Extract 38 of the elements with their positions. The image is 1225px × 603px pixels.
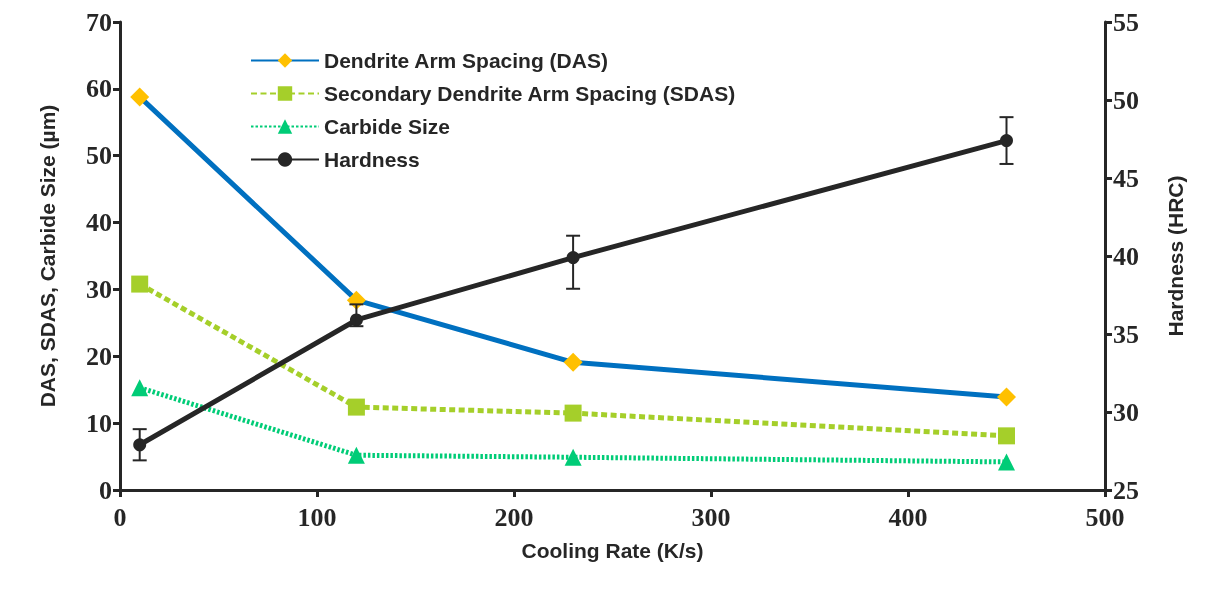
point: [347, 398, 365, 416]
x-axis-title: Cooling Rate (K/s): [521, 539, 704, 562]
y-tick-label: 30: [86, 274, 112, 304]
y2-axis-title: Hardness (HRC): [1164, 175, 1187, 337]
point: [564, 448, 582, 466]
point: [347, 446, 365, 464]
y2-tick-label: 40: [1113, 241, 1139, 271]
x-tick-label: 100: [297, 502, 337, 532]
y-tick-label: 0: [99, 475, 112, 505]
point: [998, 453, 1015, 471]
point: [130, 87, 150, 107]
y-tick-label: 60: [86, 74, 112, 104]
y2-tick-label: 30: [1113, 397, 1139, 427]
legend-label: Hardness: [324, 148, 420, 171]
point: [563, 352, 583, 372]
x-tick-label: 400: [888, 502, 928, 532]
point: [997, 387, 1016, 407]
legend-label: Secondary Dendrite Arm Spacing (SDAS): [324, 82, 736, 105]
y2-tick-label: 35: [1113, 319, 1139, 349]
y-axis-title: DAS, SDAS, Carbide Size (µm): [36, 104, 59, 408]
y2-tick-label: 50: [1113, 85, 1139, 115]
y-tick-label: 70: [86, 7, 112, 37]
point: [998, 427, 1015, 445]
y2-tick-label: 45: [1113, 163, 1139, 193]
y2-tick-label: 25: [1113, 475, 1139, 505]
point: [131, 379, 149, 397]
point: [564, 404, 582, 422]
y-tick-label: 40: [86, 208, 112, 238]
y-tick-label: 20: [86, 341, 112, 371]
y-tick-label: 10: [86, 408, 112, 438]
point: [131, 275, 149, 293]
x-tick-label: 200: [494, 502, 534, 532]
y2-tick-label: 55: [1113, 7, 1139, 37]
legend-label: Dendrite Arm Spacing (DAS): [324, 49, 608, 72]
x-tick-label: 500: [1085, 502, 1125, 532]
x-tick-label: 300: [691, 502, 731, 532]
legend-label: Carbide Size: [324, 115, 451, 138]
y-tick-label: 50: [86, 141, 112, 171]
